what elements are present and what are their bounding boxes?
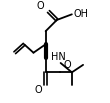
- Text: OH: OH: [74, 9, 89, 19]
- Text: O: O: [63, 60, 71, 70]
- Text: HN: HN: [51, 52, 66, 62]
- Text: O: O: [34, 85, 42, 95]
- Text: O: O: [36, 1, 44, 11]
